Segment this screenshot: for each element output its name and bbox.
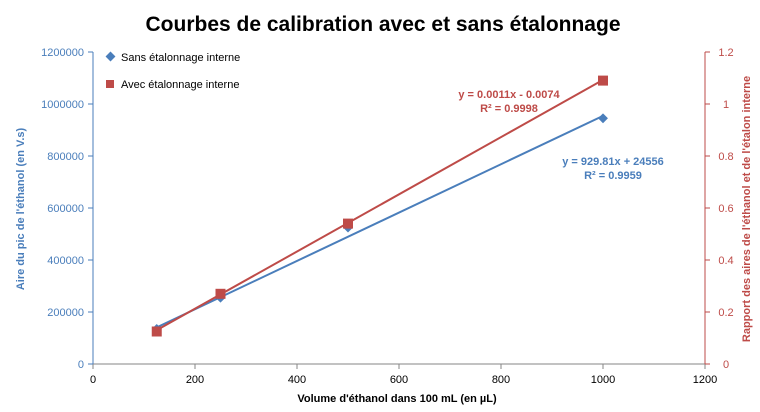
x-tick-label: 1000 bbox=[591, 374, 615, 386]
y-left-tick-label: 1000000 bbox=[41, 99, 84, 111]
chart-title: Courbes de calibration avec et sans étal… bbox=[146, 13, 621, 36]
y-right-axis-title: Rapport des aires de l'éthanol et de l'é… bbox=[741, 76, 753, 342]
y-right-tick-label: 0.2 bbox=[718, 307, 733, 319]
r2-sans: R² = 0.9959 bbox=[584, 170, 642, 182]
data-markers bbox=[151, 75, 608, 337]
x-tick-label: 200 bbox=[186, 374, 204, 386]
data-point-avec bbox=[598, 75, 608, 86]
data-point-avec bbox=[343, 218, 353, 229]
y-left-tick-label: 600000 bbox=[47, 203, 84, 215]
y-left-tick-label: 0 bbox=[78, 359, 84, 371]
data-point-sans bbox=[598, 113, 608, 124]
trendlines bbox=[156, 79, 604, 332]
y-right-tick-label: 0.6 bbox=[718, 203, 733, 215]
x-tick-label: 1200 bbox=[693, 374, 717, 386]
trendline-avec bbox=[156, 79, 604, 332]
equation-avec: y = 0.0011x - 0.0074 bbox=[458, 89, 560, 101]
legend-marker-sans bbox=[105, 51, 116, 62]
r2-avec: R² = 0.9998 bbox=[480, 103, 538, 115]
equation-sans: y = 929.81x + 24556 bbox=[562, 156, 664, 168]
data-point-avec bbox=[151, 326, 162, 337]
y-left-tick-label: 200000 bbox=[47, 307, 84, 319]
y-right-tick-label: 0 bbox=[723, 359, 729, 371]
y-right-tick-label: 1.2 bbox=[718, 47, 733, 59]
tick-marks bbox=[88, 51, 710, 369]
y-right-tick-label: 1 bbox=[723, 99, 729, 111]
legend-marker-avec bbox=[106, 80, 114, 88]
y-left-tick-label: 400000 bbox=[47, 255, 84, 267]
x-axis-title: Volume d'éthanol dans 100 mL (en µL) bbox=[297, 393, 497, 405]
y-left-tick-label: 1200000 bbox=[41, 47, 84, 59]
legend-label-sans: Sans étalonnage interne bbox=[121, 52, 240, 64]
data-point-avec bbox=[215, 288, 226, 299]
y-right-tick-label: 0.8 bbox=[718, 151, 733, 163]
trendline-sans bbox=[156, 114, 604, 329]
y-right-tick-label: 0.4 bbox=[718, 255, 733, 267]
legend: Sans étalonnage interne Avec étalonnage … bbox=[105, 51, 240, 91]
x-tick-label: 800 bbox=[492, 374, 510, 386]
y-left-axis-title: Aire du pic de l'éthanol (en V.s) bbox=[15, 127, 27, 290]
x-tick-label: 0 bbox=[90, 374, 96, 386]
tick-labels: 0 200 400 600 800 1000 1200 0 200000 400000 600000… bbox=[41, 47, 733, 386]
x-tick-label: 400 bbox=[288, 374, 306, 386]
y-left-tick-label: 800000 bbox=[47, 151, 84, 163]
x-tick-label: 600 bbox=[390, 374, 408, 386]
axes bbox=[92, 52, 706, 365]
legend-label-avec: Avec étalonnage interne bbox=[121, 79, 239, 91]
